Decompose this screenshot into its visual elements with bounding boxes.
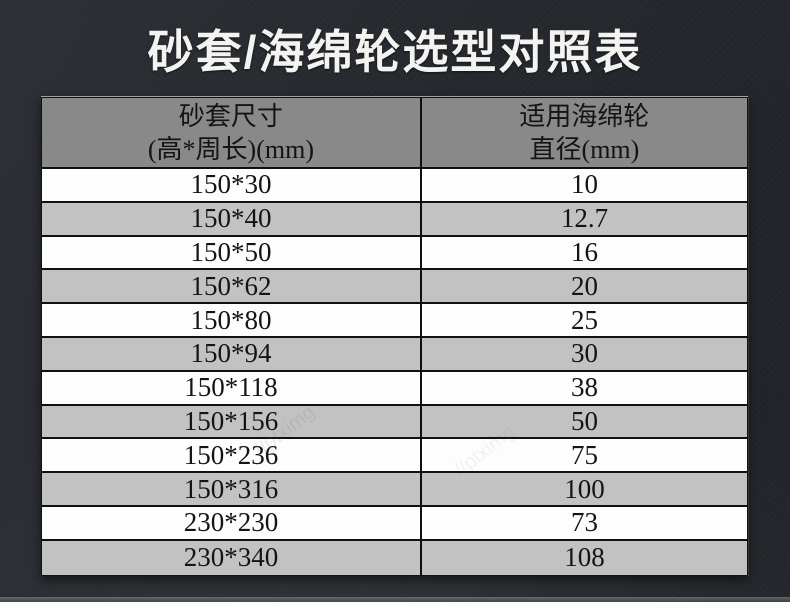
cell-wheel-diameter: 16 (419, 236, 747, 269)
cell-wheel-diameter: 12.7 (419, 202, 747, 235)
table-header-row: 砂套尺寸 (高*周长)(mm) 适用海绵轮 直径(mm) (42, 98, 747, 169)
table-row: 150*80 25 (42, 304, 747, 338)
table-row: 150*40 12.7 (42, 202, 747, 237)
cell-sleeve-size: 150*316 (183, 473, 279, 504)
cell-sleeve-size: 150*40 (190, 203, 272, 234)
cell-wheel-diameter: 100 (419, 473, 747, 505)
header-sleeve-size-line2: (高*周长)(mm) (147, 134, 314, 164)
cell-sleeve-size: 150*236 (183, 439, 279, 470)
cell-sleeve-size: 150*94 (190, 338, 272, 369)
table-row: 230*230 73 (42, 506, 747, 541)
cell-sleeve-size: 150*50 (190, 236, 272, 267)
cell-wheel-diameter: 10 (419, 169, 747, 201)
cell-wheel-diameter: 108 (419, 540, 747, 575)
table-row: 150*118 38 (42, 371, 747, 406)
cell-sleeve-size: 150*156 (183, 405, 279, 436)
table-row: 150*156 50 (42, 405, 747, 440)
cell-wheel-diameter: 50 (419, 405, 747, 438)
cell-sleeve-size: 150*30 (190, 169, 272, 200)
header-wheel-diameter-line1: 适用海绵轮 (519, 101, 650, 131)
header-wheel-diameter-line2: 直径(mm) (529, 134, 640, 164)
cell-sleeve-size: 150*118 (184, 372, 278, 403)
cell-wheel-diameter: 25 (419, 304, 747, 336)
cell-wheel-diameter: 30 (419, 337, 747, 370)
cell-wheel-diameter: 75 (419, 439, 747, 472)
cell-wheel-diameter: 73 (419, 506, 747, 539)
cell-sleeve-size: 150*80 (190, 304, 272, 335)
cell-wheel-diameter: 20 (419, 270, 747, 303)
cell-wheel-diameter: 38 (419, 371, 747, 404)
table-row: 150*50 16 (42, 236, 747, 271)
header-wheel-diameter: 适用海绵轮 直径(mm) (419, 98, 747, 167)
table-row: 230*340 108 (42, 540, 747, 575)
table-row: 150*30 10 (42, 169, 747, 203)
cell-sleeve-size: 150*62 (190, 270, 272, 301)
table-row: 150*316 100 (42, 473, 747, 507)
header-sleeve-size-line1: 砂套尺寸 (178, 101, 283, 131)
page-title: 砂套/海绵轮选型对照表 (147, 26, 643, 78)
header-sleeve-size: 砂套尺寸 (高*周长)(mm) (42, 98, 420, 167)
table-row: 150*236 75 (42, 439, 747, 474)
cell-sleeve-size: 230*230 (183, 507, 279, 538)
cell-sleeve-size: 230*340 (183, 542, 279, 573)
table-row: 150*62 20 (42, 270, 747, 305)
selection-comparison-table: 砂套尺寸 (高*周长)(mm) 适用海绵轮 直径(mm) 150*30 10 1… (41, 97, 748, 576)
table-row: 150*94 30 (42, 337, 747, 372)
photo-bottom-edge (0, 597, 790, 602)
